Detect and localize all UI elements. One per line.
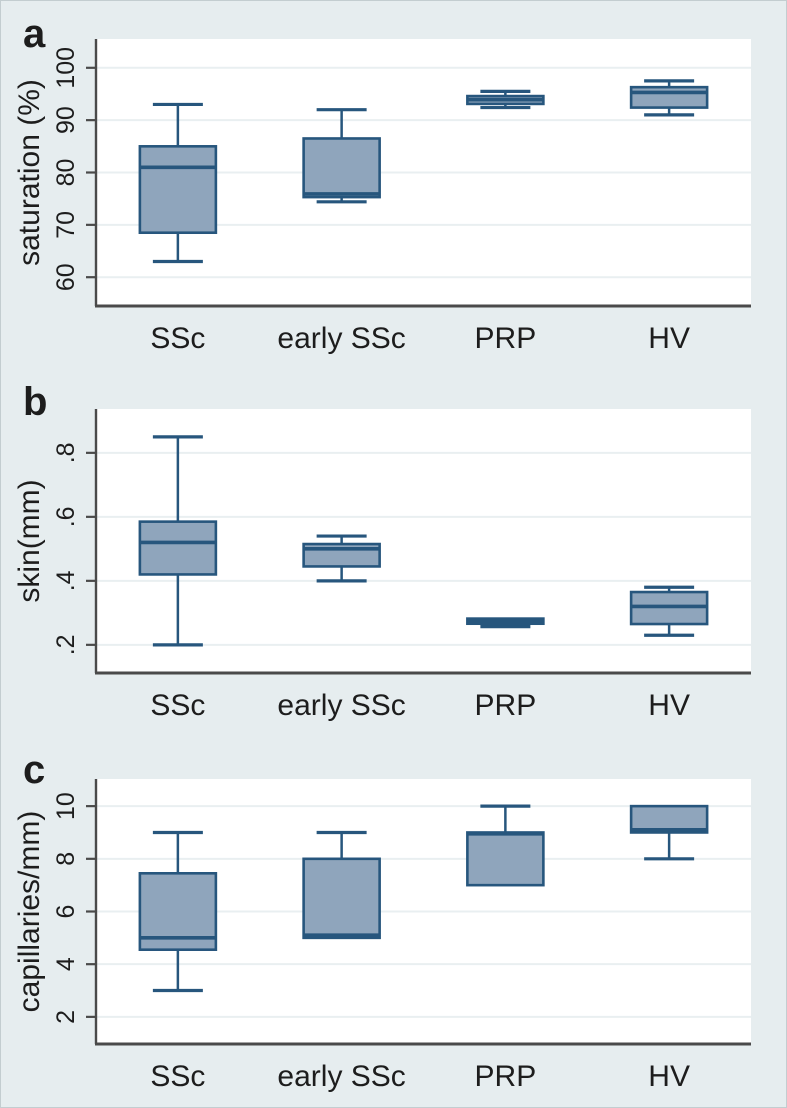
y-tick-label: 6: [52, 905, 80, 919]
box-prp: [466, 617, 545, 629]
panel-b: .2 .4 .6 .8 skin(mm) b SSc early SSc PRP HV: [13, 380, 751, 722]
x-category-label-prp: PRP: [475, 689, 537, 722]
panel-letter-c: c: [23, 748, 45, 792]
x-category-label-early-ssc: early SSc: [277, 689, 405, 722]
box-early-ssc: [302, 830, 381, 940]
iqr-box: [466, 831, 545, 887]
iqr-box: [138, 520, 218, 576]
y-tick-label: .2: [52, 634, 80, 655]
box-early-ssc: [302, 108, 381, 204]
y-tick-label: 80: [52, 159, 80, 187]
x-category-label-ssc: SSc: [150, 1060, 205, 1093]
panel-letter-b: b: [23, 380, 47, 424]
x-category-label-early-ssc: early SSc: [277, 1060, 405, 1093]
x-category-label-ssc: SSc: [150, 322, 205, 355]
iqr-box: [138, 145, 218, 235]
iqr-box: [302, 857, 381, 940]
x-category-label-hv: HV: [648, 322, 690, 355]
y-tick-label: .8: [52, 442, 80, 463]
box-prp: [466, 89, 545, 110]
y-tick-label: 70: [52, 211, 80, 239]
box-early-ssc: [302, 534, 381, 583]
x-category-label-ssc: SSc: [150, 689, 205, 722]
box-hv: [629, 585, 709, 637]
y-tick-label: 10: [52, 792, 80, 820]
box-ssc: [138, 102, 218, 264]
x-category-label-prp: PRP: [475, 1060, 537, 1093]
y-tick-label: 4: [52, 957, 80, 971]
y-tick-label: 100: [52, 47, 80, 89]
iqr-box: [629, 85, 709, 109]
x-category-label-prp: PRP: [475, 322, 537, 355]
box-hv: [629, 804, 709, 861]
box-ssc: [138, 830, 218, 993]
y-tick-label: 2: [52, 1010, 80, 1024]
y-tick-label: 8: [52, 852, 80, 866]
y-axis-title: capillaries/mm): [13, 811, 46, 1013]
x-category-label-early-ssc: early SSc: [277, 322, 405, 355]
x-category-label-hv: HV: [648, 1060, 690, 1093]
y-tick-label: 90: [52, 106, 80, 134]
y-tick-label: .4: [52, 570, 80, 591]
y-tick-label: 60: [52, 263, 80, 291]
y-axis-title: saturation (%): [13, 79, 46, 266]
x-category-label-hv: HV: [648, 689, 690, 722]
y-tick-label: .6: [52, 506, 80, 527]
box-ssc: [138, 435, 218, 647]
box-prp: [466, 804, 545, 887]
y-axis-title: skin(mm): [13, 479, 46, 602]
iqr-box: [302, 137, 381, 199]
box-hv: [629, 79, 709, 117]
panel-letter-a: a: [23, 12, 46, 56]
